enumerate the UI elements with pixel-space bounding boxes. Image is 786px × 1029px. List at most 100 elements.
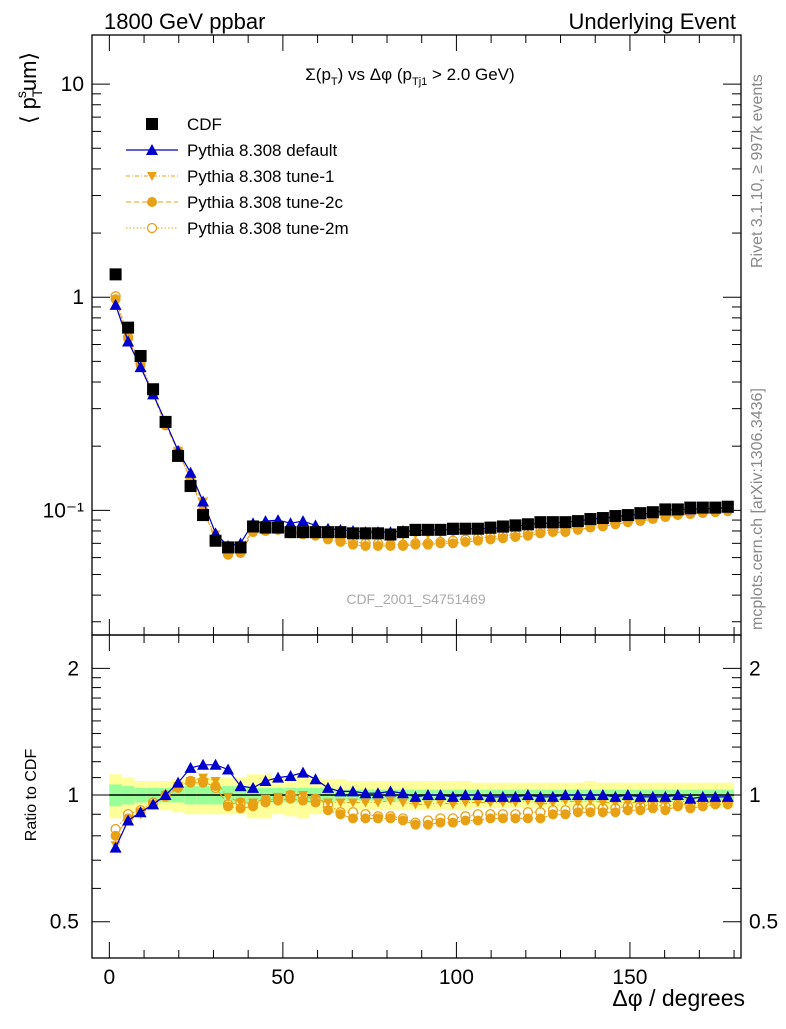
ratio-point-pythia-8-308-tune-1 [397,798,408,808]
main-point-cdf [209,534,222,547]
main-point-cdf [309,526,322,539]
ratio-point-pythia-8-308-tune-2c [547,809,558,820]
ratio-series-pythia-8-308-default [109,758,734,853]
legend-label: Pythia 8.308 tune-1 [187,167,334,186]
ratio-point-pythia-8-308-tune-2c [223,801,234,812]
ratio-ylabel: Ratio to CDF [23,749,40,842]
ratio-point-pythia-8-308-default [147,798,160,810]
ratio-point-pythia-8-308-tune-1 [310,794,321,804]
main-point-cdf [421,523,434,536]
ratio-point-pythia-8-308-tune-1 [460,798,471,808]
legend-label: Pythia 8.308 tune-2m [187,219,349,238]
ratio-y-tick-label-right: 0.5 [749,911,778,934]
ratio-point-pythia-8-308-tune-1 [597,798,608,808]
legend-entry-pythia-8-308-default: Pythia 8.308 default [126,141,338,160]
ratio-point-pythia-8-308-tune-1 [248,798,259,808]
main-point-cdf [184,480,197,493]
ratio-point-pythia-8-308-tune-1 [472,798,483,808]
ratio-point-pythia-8-308-default [234,780,247,792]
ratio-point-pythia-8-308-tune-1 [435,798,446,808]
main-point-pythia-8-308-default [284,517,297,529]
main-point-pythia-8-308-tune-2c [385,541,396,552]
ratio-point-pythia-8-308-tune-2c [597,807,608,818]
main-point-cdf [259,521,272,534]
main-point-cdf [684,501,697,514]
x-axis-label: Δφ / degrees [612,985,745,1011]
ratio-point-pythia-8-308-default [671,789,684,801]
ratio-point-pythia-8-308-tune-1 [360,798,371,808]
ratio-point-pythia-8-308-default [559,789,572,801]
ratio-point-pythia-8-308-default [521,789,534,801]
ratio-point-pythia-8-308-default [122,814,135,826]
ratio-frame [91,634,742,959]
main-point-pythia-8-308-default [297,515,310,527]
ratio-point-pythia-8-308-tune-1 [210,776,221,786]
ratio-point-pythia-8-308-tune-2c [497,813,508,824]
ratio-point-pythia-8-308-tune-2c [572,807,583,818]
ratio-point-pythia-8-308-tune-1 [298,791,309,801]
ratio-point-pythia-8-308-tune-2c [610,807,621,818]
ratio-point-pythia-8-308-tune-1 [447,800,458,810]
main-point-cdf [721,500,734,513]
ratio-point-pythia-8-308-tune-2c [323,805,333,816]
ratio-point-pythia-8-308-default [284,769,297,781]
main-point-cdf [496,520,509,533]
ratio-point-pythia-8-308-tune-2c [347,813,358,824]
ratio-point-pythia-8-308-tune-1 [622,798,633,808]
header-right: Underlying Event [568,9,736,34]
main-point-cdf [609,510,622,523]
legend-marker [146,222,158,234]
main-point-pythia-8-308-tune-2c [572,524,583,535]
main-point-pythia-8-308-default [184,466,197,478]
main-point-cdf [409,523,422,536]
ratio-point-pythia-8-308-default [496,790,509,802]
ratio-point-pythia-8-308-default [534,790,547,802]
ratio-point-pythia-8-308-tune-2c [298,795,309,806]
main-point-cdf [646,506,659,519]
main-y-tick-label: 1 [72,286,84,309]
ratio-point-pythia-8-308-tune-2c [522,813,533,824]
main-panel: 10 1 10⁻¹ [43,34,742,636]
main-point-cdf [509,519,522,532]
main-point-pythia-8-308-tune-2c [422,539,433,550]
main-point-cdf [696,501,709,514]
ratio-point-pythia-8-308-tune-1 [410,800,421,810]
main-point-pythia-8-308-tune-2c [485,534,496,545]
x-tick-label: 100 [439,966,474,989]
main-y-tick-label: 10⁻¹ [43,499,84,522]
main-point-cdf [521,518,534,531]
ratio-point-pythia-8-308-default [247,781,260,793]
ratio-point-pythia-8-308-default [134,806,147,818]
main-point-pythia-8-308-default [134,361,147,373]
legend-label: Pythia 8.308 default [187,141,338,160]
main-point-pythia-8-308-tune-2c [547,527,558,538]
ratio-point-pythia-8-308-tune-1 [235,798,246,808]
main-y-tick-label: 10 [61,73,84,96]
main-point-cdf [546,516,559,529]
main-point-cdf [584,513,597,526]
ratio-point-pythia-8-308-default [396,787,409,799]
ratio-point-pythia-8-308-default [696,790,709,802]
main-point-cdf [147,383,160,396]
legend-label: Pythia 8.308 tune-2c [187,193,343,212]
ratio-point-pythia-8-308-tune-2c [360,813,371,824]
ratio-point-pythia-8-308-default [297,766,310,778]
legend-marker [146,144,158,155]
main-point-pythia-8-308-tune-2c [585,522,596,533]
main-point-cdf [471,522,484,535]
ratio-point-pythia-8-308-default [709,790,722,802]
main-point-cdf [359,527,372,540]
ratio-point-pythia-8-308-default [184,761,197,773]
main-point-pythia-8-308-default [197,495,210,507]
ratio-point-pythia-8-308-tune-1 [185,776,196,786]
ratio-point-pythia-8-308-tune-2c [422,819,433,830]
ratio-point-pythia-8-308-default [346,785,359,797]
ratio-y-tick-label-right: 1 [749,784,761,807]
ratio-point-pythia-8-308-default [359,787,372,799]
ratio-point-pythia-8-308-default [272,771,285,783]
ratio-point-pythia-8-308-tune-2c [372,813,383,824]
ratio-y-tick-label-right: 2 [749,657,761,680]
main-point-cdf [484,521,497,534]
main-point-cdf [172,449,185,462]
